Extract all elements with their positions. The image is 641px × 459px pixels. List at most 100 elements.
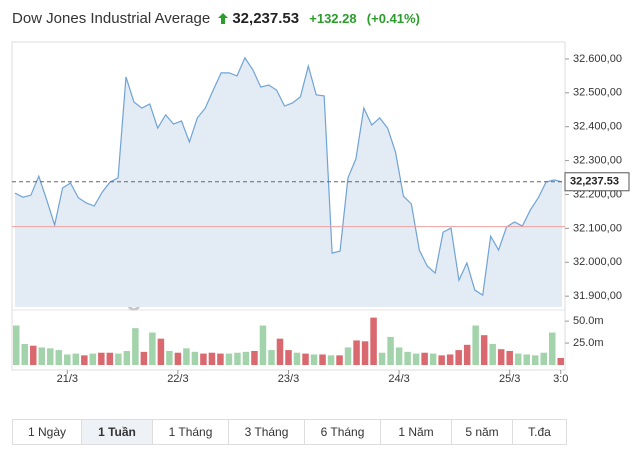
volume-bar — [140, 351, 148, 365]
range-button[interactable]: 1 Tuần — [81, 420, 152, 444]
volume-bar — [548, 332, 556, 365]
change: +132.28 — [309, 11, 357, 26]
range-button[interactable]: 1 Năm — [380, 420, 451, 444]
volume-bar — [472, 325, 479, 365]
volume-bar — [387, 336, 394, 365]
y-tick-label: 32.200,00 — [573, 188, 622, 200]
price: 32,237.53 — [232, 10, 300, 27]
volume-bar — [268, 350, 275, 365]
volume-bar — [166, 350, 173, 365]
header: Dow Jones Industrial Average 32,237.53 +… — [12, 10, 420, 27]
volume-bar — [123, 350, 131, 365]
volume-bar — [497, 349, 505, 365]
volume-bar — [183, 348, 190, 365]
volume-bar — [404, 351, 411, 365]
volume-bar — [327, 355, 335, 365]
volume-bar — [217, 353, 224, 365]
volume-bar — [13, 325, 20, 365]
chart: Investing.com31.900,0032.000,0032.100,00… — [11, 41, 630, 385]
volume-bar — [531, 355, 539, 365]
y2-tick-label: 25.0m — [573, 337, 604, 349]
volume-bar — [446, 354, 454, 365]
range-buttons: 1 Ngày 1 Tuần 1 Tháng 3 Tháng 6 Tháng 1 Năm 5 … — [12, 419, 567, 445]
volume-bar — [55, 350, 63, 365]
volume-bar — [540, 352, 547, 365]
change-pct: (+0.41%) — [366, 11, 420, 26]
volume-bar — [285, 350, 292, 365]
price-line — [14, 56, 563, 297]
volume-bar — [455, 350, 462, 365]
volume-bar — [72, 353, 80, 365]
x-tick-label: 3:0 — [553, 373, 568, 385]
x-tick-label: 22/3 — [167, 373, 188, 385]
x-tick-label: 24/3 — [388, 373, 409, 385]
volume-bar — [21, 343, 29, 365]
y-tick-label: 32.100,00 — [573, 222, 622, 234]
y-tick-label: 32.400,00 — [573, 121, 622, 133]
volume-bar — [353, 340, 360, 365]
volume-bar — [302, 353, 309, 365]
volume-bar — [557, 357, 564, 365]
volume-bar — [523, 354, 530, 365]
volume-bar — [98, 352, 105, 365]
volume-bar — [157, 338, 165, 365]
volume-bar — [421, 352, 428, 365]
volume-bar — [47, 348, 54, 365]
volume-bar — [200, 353, 207, 365]
volume-bar — [251, 350, 258, 365]
y-tick-label: 32.600,00 — [573, 53, 622, 65]
volume-bar — [64, 354, 71, 365]
range-button[interactable]: 6 Tháng — [304, 420, 380, 444]
y-tick-label: 32.000,00 — [573, 256, 622, 268]
volume-bar — [132, 328, 139, 365]
y-tick-label: 32.300,00 — [573, 155, 622, 167]
volume-bar — [361, 341, 369, 365]
volume-bar — [438, 355, 445, 365]
volume-bar — [38, 347, 46, 365]
volume-bar — [191, 351, 199, 365]
range-button[interactable]: 1 Tháng — [152, 420, 228, 444]
volume-bar — [81, 355, 88, 365]
last-price-box — [564, 172, 630, 192]
last-price-label: 32,237.53 — [570, 176, 619, 188]
volume-bar — [395, 347, 403, 365]
volume-bar — [89, 353, 97, 365]
volume-bar — [506, 350, 513, 365]
volume-bar — [370, 317, 377, 365]
range-button[interactable]: T.đa — [512, 420, 566, 444]
volume-bar — [480, 335, 488, 365]
volume-bar — [310, 354, 318, 365]
x-tick-label: 25/3 — [499, 373, 520, 385]
volume-bar — [115, 353, 122, 365]
up-arrow — [218, 13, 229, 24]
volume-bar — [344, 347, 352, 365]
volume-bar — [429, 353, 437, 365]
volume-bar — [514, 353, 522, 365]
x-tick-label: 23/3 — [278, 373, 299, 385]
volume-bar — [276, 338, 284, 365]
range-button[interactable]: 1 Ngày — [27, 425, 67, 439]
volume-bar — [225, 353, 233, 365]
x-tick-label: 21/3 — [57, 373, 78, 385]
volume-bar — [489, 343, 496, 365]
volume-bar — [259, 325, 267, 365]
volume-bar — [242, 351, 250, 365]
volume-bar — [30, 345, 37, 365]
volume-bar — [293, 352, 301, 365]
range-button[interactable]: 5 năm — [451, 420, 512, 444]
price-area — [15, 57, 562, 307]
volume-bar — [336, 355, 343, 365]
y2-tick-label: 50.0m — [573, 315, 604, 327]
volume-bar — [106, 352, 114, 365]
volume-bar — [208, 352, 216, 365]
range-button[interactable]: 3 Tháng — [228, 420, 304, 444]
volume-bar — [319, 354, 326, 365]
y-tick-label: 32.500,00 — [573, 87, 622, 99]
volume-bar — [149, 332, 156, 365]
volume-bar — [234, 352, 241, 365]
title: Dow Jones Industrial Average — [12, 10, 211, 27]
y-tick-label: 31.900,00 — [573, 290, 622, 302]
volume-bar — [463, 344, 471, 365]
volume-bar — [412, 353, 420, 365]
